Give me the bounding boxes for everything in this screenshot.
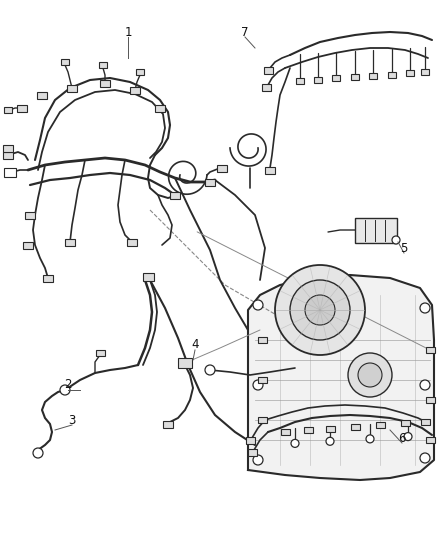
Text: 7: 7: [241, 26, 249, 38]
Text: 4: 4: [191, 338, 199, 351]
Bar: [127, 238, 137, 246]
Bar: [170, 191, 180, 198]
Bar: [425, 397, 434, 403]
Circle shape: [305, 295, 335, 325]
Bar: [37, 92, 47, 99]
Circle shape: [348, 353, 392, 397]
Circle shape: [358, 363, 382, 387]
Text: 1: 1: [124, 26, 132, 38]
Bar: [178, 358, 192, 368]
Bar: [258, 417, 266, 423]
Bar: [3, 144, 13, 151]
Bar: [3, 151, 13, 158]
Circle shape: [33, 448, 43, 458]
Bar: [400, 421, 410, 426]
Circle shape: [404, 433, 412, 441]
Bar: [4, 107, 12, 113]
Bar: [155, 104, 165, 111]
Bar: [325, 426, 335, 432]
Circle shape: [291, 439, 299, 447]
Bar: [247, 448, 257, 456]
Bar: [163, 421, 173, 427]
Bar: [421, 69, 429, 75]
Bar: [142, 273, 153, 281]
Circle shape: [253, 455, 263, 465]
Bar: [258, 377, 266, 383]
Circle shape: [366, 435, 374, 443]
Bar: [351, 74, 359, 80]
Bar: [425, 347, 434, 353]
Circle shape: [205, 365, 215, 375]
Bar: [261, 84, 271, 91]
Bar: [43, 274, 53, 281]
Bar: [280, 429, 290, 435]
Bar: [388, 71, 396, 77]
Circle shape: [290, 280, 350, 340]
Text: 6: 6: [398, 432, 406, 445]
Bar: [355, 218, 397, 243]
Bar: [65, 238, 75, 246]
Bar: [17, 104, 27, 111]
Circle shape: [420, 453, 430, 463]
Bar: [100, 79, 110, 86]
Circle shape: [420, 303, 430, 313]
Bar: [246, 437, 254, 443]
Bar: [23, 241, 33, 248]
Circle shape: [420, 380, 430, 390]
Bar: [130, 86, 140, 93]
Circle shape: [253, 380, 263, 390]
Circle shape: [253, 300, 263, 310]
Bar: [217, 165, 227, 172]
Bar: [205, 179, 215, 185]
Bar: [99, 62, 107, 68]
Bar: [258, 337, 266, 343]
Text: 5: 5: [400, 241, 408, 254]
Bar: [375, 422, 385, 428]
Bar: [314, 77, 322, 83]
Bar: [25, 212, 35, 219]
Bar: [136, 69, 144, 75]
Bar: [95, 350, 105, 356]
Bar: [4, 167, 16, 176]
Text: 3: 3: [68, 414, 76, 426]
Bar: [425, 437, 434, 443]
Bar: [265, 166, 275, 174]
Bar: [369, 73, 377, 79]
Bar: [61, 59, 69, 65]
Circle shape: [60, 385, 70, 395]
Bar: [332, 76, 340, 82]
Polygon shape: [248, 275, 434, 480]
Circle shape: [392, 236, 400, 244]
Circle shape: [326, 437, 334, 445]
Bar: [67, 85, 77, 92]
Bar: [350, 424, 360, 430]
Bar: [264, 67, 272, 74]
Bar: [304, 427, 312, 433]
Bar: [296, 78, 304, 84]
Text: 2: 2: [64, 378, 72, 392]
Bar: [420, 419, 430, 425]
Circle shape: [275, 265, 365, 355]
Bar: [406, 70, 414, 76]
